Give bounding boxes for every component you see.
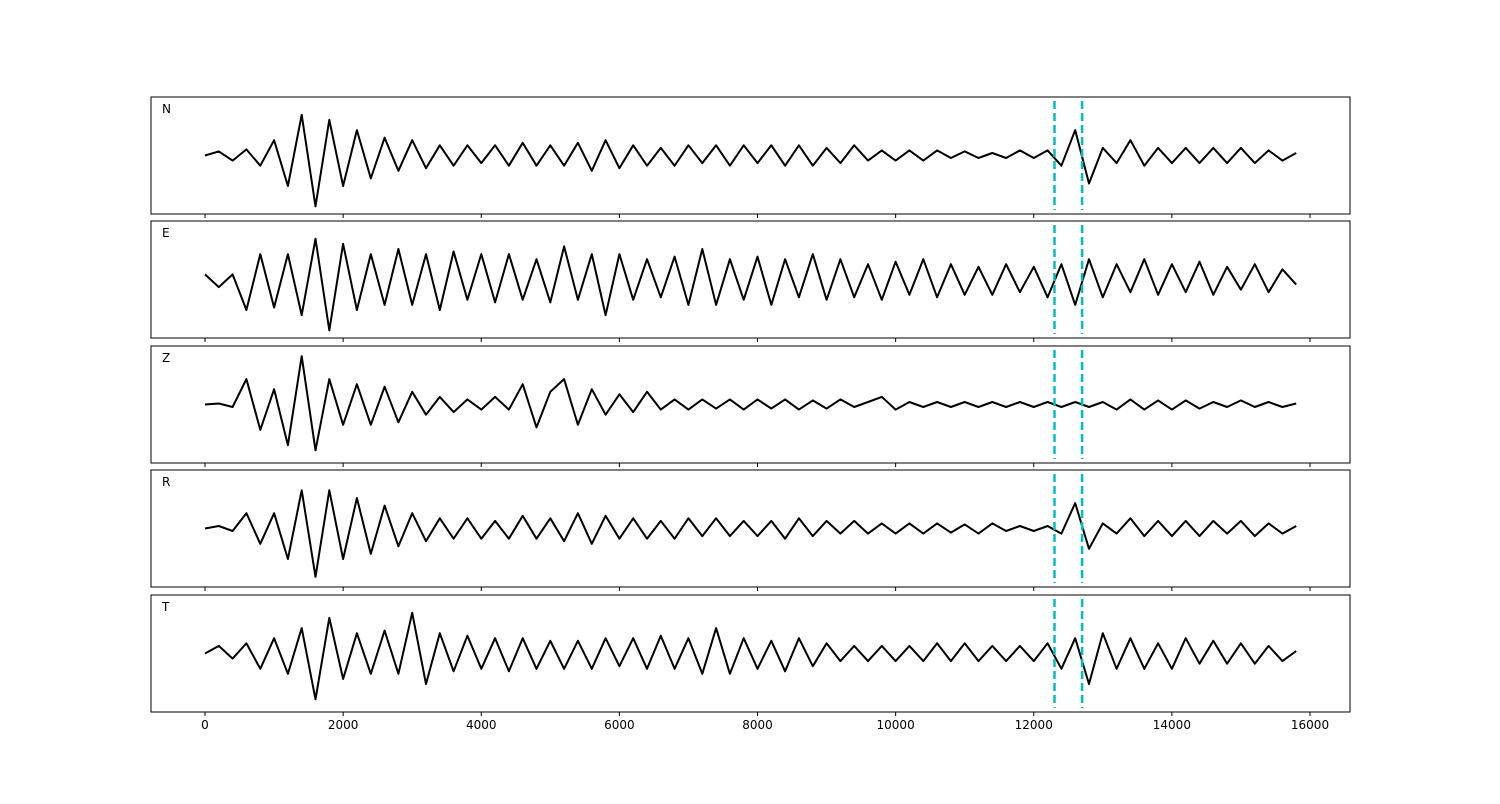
panel-label: E	[162, 226, 170, 240]
panel-label: R	[162, 475, 170, 489]
x-tick-label: 12000	[1015, 718, 1053, 732]
waveform	[204, 611, 1297, 701]
waveform	[204, 489, 1297, 578]
panel-label: T	[161, 600, 170, 614]
x-tick-label: 6000	[604, 718, 635, 732]
x-tick-label: 10000	[877, 718, 915, 732]
panel-label: Z	[162, 351, 170, 365]
x-tick-label: 2000	[328, 718, 359, 732]
x-tick-label: 0	[201, 718, 209, 732]
x-tick-label: 14000	[1153, 718, 1191, 732]
x-tick-label: 8000	[742, 718, 773, 732]
x-tick-label: 4000	[466, 718, 497, 732]
waveform	[204, 113, 1297, 208]
panel-frame	[150, 594, 1351, 713]
x-tick-label: 16000	[1291, 718, 1329, 732]
waveform	[204, 237, 1297, 332]
waveform	[204, 355, 1297, 452]
panel-frame	[150, 96, 1351, 215]
panel-label: N	[162, 102, 171, 116]
panel-frame	[150, 220, 1351, 339]
panel-frame	[150, 469, 1351, 588]
panel-frame	[150, 345, 1351, 464]
